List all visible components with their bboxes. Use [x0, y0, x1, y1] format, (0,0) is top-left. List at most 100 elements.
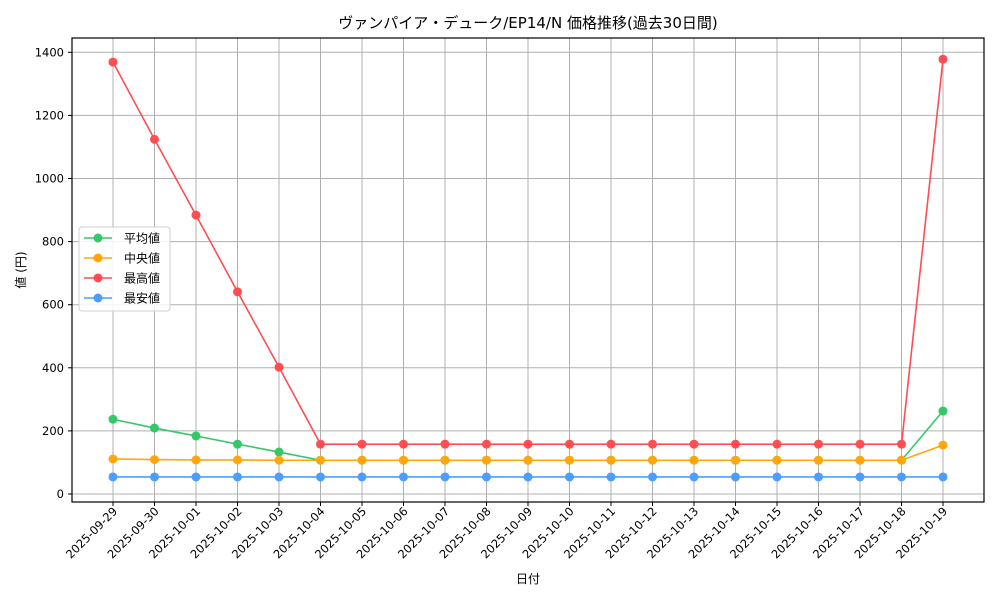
- data-point: [855, 455, 865, 465]
- series-line: [108, 472, 948, 482]
- legend-marker: [93, 293, 103, 303]
- legend-box: [78, 226, 171, 312]
- data-point: [440, 439, 450, 449]
- data-point: [731, 439, 740, 449]
- legend-label: 最安値: [124, 291, 160, 306]
- grid-lines: [72, 38, 984, 502]
- data-point: [357, 455, 367, 465]
- data-point: [191, 210, 201, 220]
- data-point: [150, 423, 159, 433]
- data-point: [108, 57, 118, 67]
- data-point: [233, 439, 242, 449]
- data-point: [731, 472, 740, 482]
- data-point: [938, 406, 948, 416]
- data-point: [772, 455, 782, 465]
- data-point: [523, 472, 533, 482]
- data-point: [108, 414, 118, 424]
- data-point: [938, 54, 948, 64]
- legend-label: 平均値: [124, 231, 160, 246]
- y-tick-label: 1000: [35, 172, 64, 186]
- data-point: [938, 440, 948, 450]
- data-point: [648, 472, 657, 482]
- data-point: [233, 472, 242, 482]
- data-point: [357, 439, 367, 449]
- data-point: [814, 439, 823, 449]
- data-point: [523, 439, 533, 449]
- data-point: [233, 287, 242, 297]
- data-point: [606, 439, 616, 449]
- y-axis: 0 200 400 600 800 1000 1200 1400: [35, 45, 72, 501]
- data-point: [150, 472, 159, 482]
- data-point: [772, 472, 782, 482]
- y-tick-label: 600: [42, 298, 64, 312]
- data-series: [108, 54, 948, 482]
- series-line: [108, 440, 948, 465]
- y-tick-label: 800: [42, 235, 64, 249]
- legend-marker: [93, 273, 103, 283]
- legend-item: 最安値: [84, 291, 160, 306]
- data-point: [399, 439, 408, 449]
- data-point: [689, 439, 699, 449]
- data-point: [689, 472, 699, 482]
- data-point: [855, 439, 865, 449]
- data-point: [316, 439, 325, 449]
- data-point: [855, 472, 865, 482]
- data-point: [191, 472, 201, 482]
- legend-item: 平均値: [84, 231, 160, 246]
- legend-label: 最高値: [124, 271, 160, 286]
- data-point: [897, 439, 906, 449]
- data-point: [150, 455, 159, 465]
- data-point: [399, 472, 408, 482]
- data-point: [274, 362, 284, 372]
- data-point: [648, 439, 657, 449]
- data-point: [814, 455, 823, 465]
- x-axis: 2025-09-292025-09-302025-10-012025-10-02…: [63, 502, 950, 561]
- legend-marker: [93, 253, 103, 263]
- data-point: [814, 472, 823, 482]
- data-point: [606, 472, 616, 482]
- data-point: [482, 455, 491, 465]
- data-point: [108, 454, 118, 464]
- data-point: [108, 472, 118, 482]
- y-tick-label: 400: [42, 361, 64, 375]
- data-point: [316, 455, 325, 465]
- data-point: [357, 472, 367, 482]
- data-point: [440, 455, 450, 465]
- data-point: [606, 455, 616, 465]
- data-point: [399, 455, 408, 465]
- data-point: [482, 439, 491, 449]
- y-tick-label: 1200: [35, 108, 64, 122]
- data-point: [233, 455, 242, 465]
- chart-title: ヴァンパイア・デューク/EP14/N 価格推移(過去30日間): [338, 14, 718, 32]
- series-line: [108, 54, 948, 449]
- y-tick-label: 200: [42, 424, 64, 438]
- y-tick-label: 0: [57, 487, 64, 501]
- data-point: [689, 455, 699, 465]
- data-point: [648, 455, 657, 465]
- data-point: [316, 472, 325, 482]
- y-axis-label: 値 (円): [13, 251, 28, 288]
- data-point: [191, 431, 201, 441]
- legend-marker: [93, 233, 103, 243]
- legend-item: 中央値: [84, 251, 160, 266]
- data-point: [274, 472, 284, 482]
- data-point: [565, 472, 574, 482]
- data-point: [897, 472, 906, 482]
- legend-item: 最高値: [84, 271, 160, 286]
- x-axis-label: 日付: [516, 572, 540, 586]
- data-point: [482, 472, 491, 482]
- data-point: [565, 439, 574, 449]
- data-point: [274, 455, 284, 465]
- data-point: [772, 439, 782, 449]
- legend-label: 中央値: [124, 251, 160, 266]
- data-point: [897, 455, 906, 465]
- data-point: [440, 472, 450, 482]
- data-point: [191, 455, 201, 465]
- data-point: [274, 447, 284, 457]
- data-point: [523, 455, 533, 465]
- data-point: [938, 472, 948, 482]
- data-point: [150, 134, 159, 144]
- data-point: [565, 455, 574, 465]
